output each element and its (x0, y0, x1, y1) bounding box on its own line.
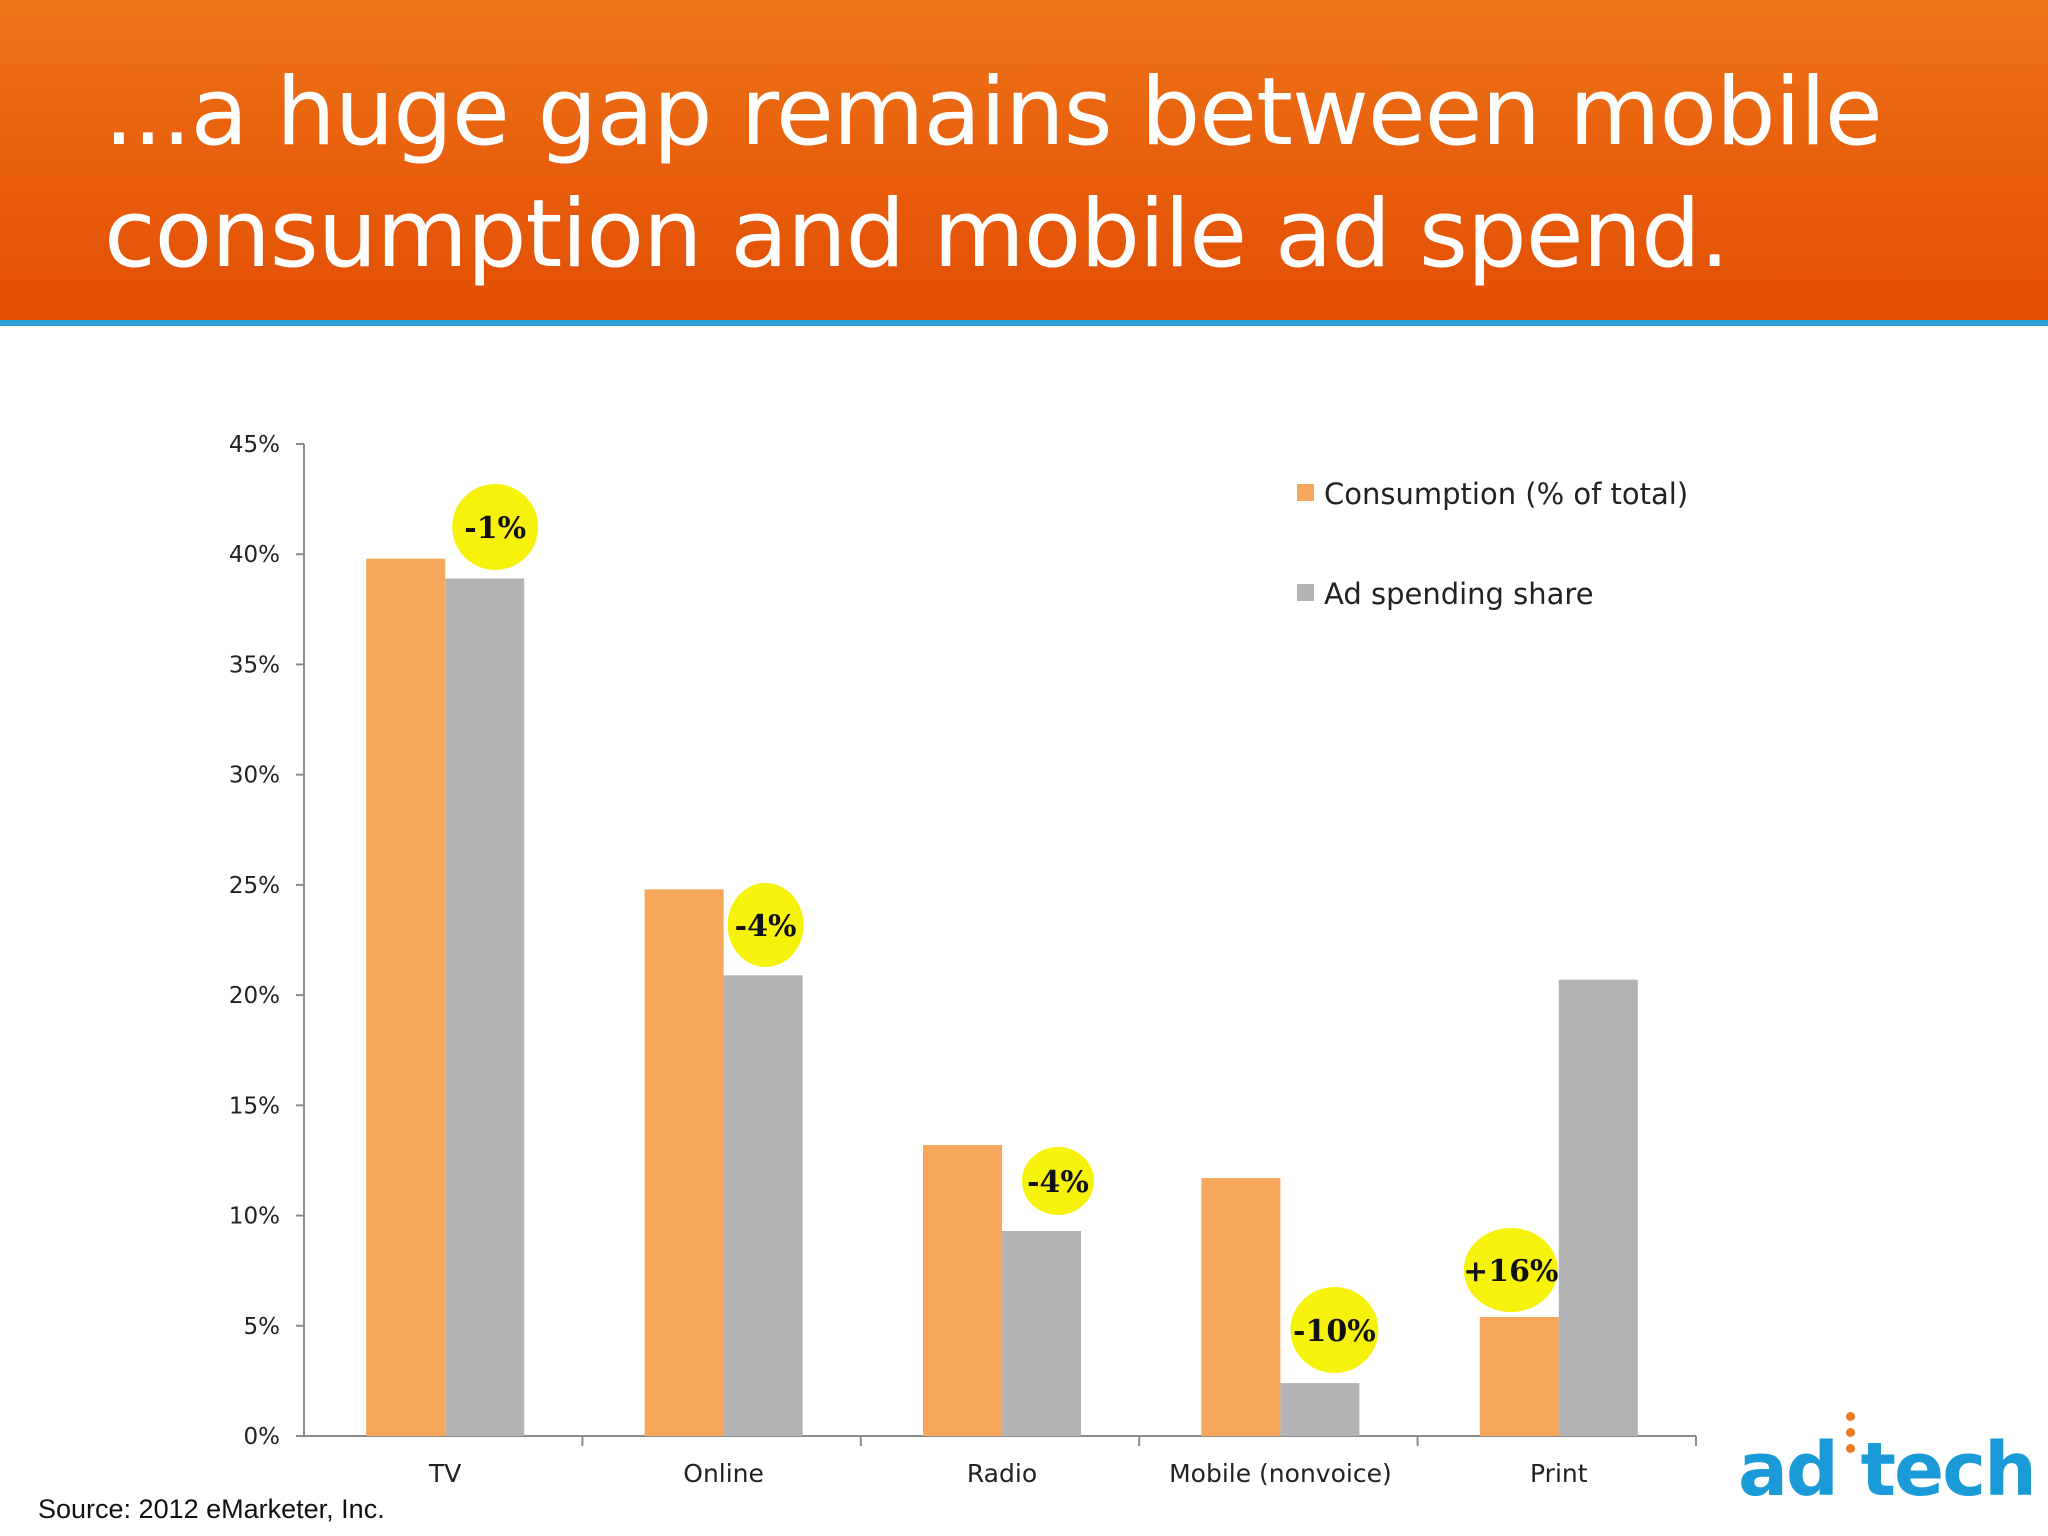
category-label: Print (1530, 1459, 1588, 1488)
bar-consumption (1479, 1316, 1559, 1436)
chart-axes: 0% 5% 10% 15% 20% 25% 30% 35% 40% 45% TV Online Radi… (229, 432, 1697, 1488)
badge-label: -4% (735, 909, 797, 944)
difference-badge: -10% (1290, 1287, 1379, 1373)
y-tick-label: 0% (244, 1424, 281, 1450)
legend-label: Ad spending share (1324, 577, 1594, 611)
badge-circle (452, 484, 539, 570)
bar-ad-spending (445, 578, 525, 1436)
chart-annotations: -1% -4% -4% -10% +16% (452, 484, 1558, 1373)
y-tick-label: 25% (229, 873, 280, 899)
badge-circle (1022, 1147, 1094, 1215)
category-label: Online (683, 1459, 764, 1488)
y-tick-label: 30% (229, 763, 280, 789)
category-label: Radio (967, 1459, 1037, 1488)
header-divider (0, 320, 2048, 326)
difference-badge: -4% (727, 883, 804, 967)
y-tick-label: 10% (229, 1204, 280, 1230)
badge-circle (727, 883, 804, 967)
category-label: TV (428, 1459, 461, 1488)
chart-legend: Consumption (% of total) Ad spending shar… (1297, 477, 1688, 611)
legend-swatch (1297, 584, 1314, 601)
legend-label: Consumption (% of total) (1324, 477, 1688, 511)
legend-item: Ad spending share (1297, 577, 1594, 611)
slide-title: ...a huge gap remains between mobile con… (104, 58, 1883, 289)
source-note: Source: 2012 eMarketer, Inc. (38, 1494, 385, 1524)
badge-circle (1290, 1287, 1379, 1373)
bar-ad-spending (1558, 979, 1638, 1436)
badge-label: +16% (1463, 1254, 1558, 1289)
bar-ad-spending (723, 975, 803, 1436)
bar-consumption (366, 558, 446, 1436)
difference-badge: -4% (1022, 1147, 1094, 1215)
y-tick-label: 20% (229, 983, 280, 1009)
difference-badge: +16% (1463, 1228, 1558, 1312)
bar-consumption (1201, 1178, 1281, 1436)
y-tick-label: 45% (229, 432, 280, 458)
difference-badge: -1% (452, 484, 539, 570)
logo-wordmark: ad tech (1738, 1427, 2037, 1513)
bar-consumption (644, 889, 724, 1436)
legend-item: Consumption (% of total) (1297, 477, 1688, 511)
badge-circle (1463, 1228, 1558, 1312)
legend-swatch (1297, 484, 1314, 501)
badge-label: -10% (1293, 1314, 1376, 1349)
header-banner (0, 0, 2048, 320)
y-tick-label: 5% (244, 1314, 281, 1340)
badge-label: -4% (1027, 1165, 1089, 1200)
category-label: Mobile (nonvoice) (1169, 1459, 1392, 1488)
logo-dots (1846, 1410, 1860, 1460)
chart-bars (366, 558, 1638, 1436)
bar-ad-spending (1002, 1230, 1081, 1436)
bar-ad-spending (1280, 1383, 1360, 1436)
y-tick-label: 40% (229, 542, 280, 568)
y-tick-label: 35% (229, 652, 280, 678)
badge-label: -1% (464, 511, 526, 546)
adtech-logo: ad tech (1738, 1410, 2037, 1520)
bar-consumption (923, 1145, 1002, 1436)
y-tick-label: 15% (229, 1093, 280, 1119)
